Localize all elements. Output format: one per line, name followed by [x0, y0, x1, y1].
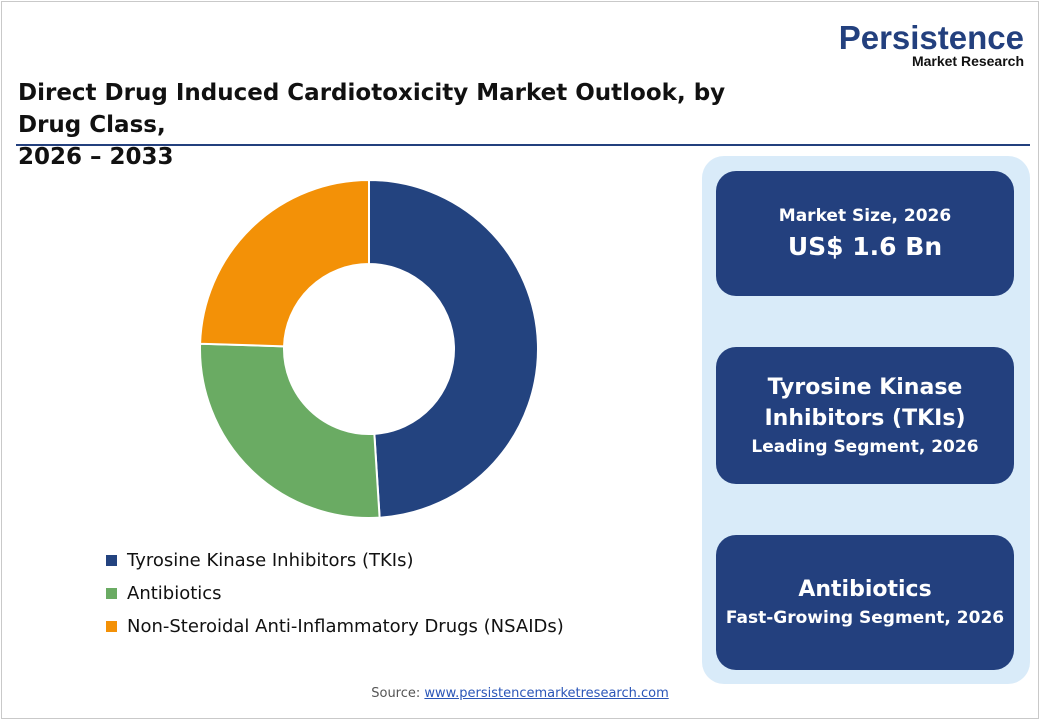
legend-item-nsaids: Non-Steroidal Anti-Inflammatory Drugs (N… — [106, 610, 564, 643]
title-line-2: 2026 – 2033 — [18, 144, 174, 170]
legend-label: Non-Steroidal Anti-Inflammatory Drugs (N… — [127, 616, 564, 637]
slice-tkis — [368, 178, 540, 519]
title-divider — [16, 144, 1030, 146]
title-line-1: Direct Drug Induced Cardiotoxicity Marke… — [18, 80, 726, 138]
logo-main: Persistence — [838, 19, 1024, 56]
legend-item-tkis: Tyrosine Kinase Inhibitors (TKIs) — [106, 544, 564, 577]
legend-swatch — [106, 555, 117, 566]
fast-growing-name: Antibiotics — [798, 577, 932, 602]
legend-swatch — [106, 588, 117, 599]
market-size-card: Market Size, 2026 US$ 1.6 Bn — [716, 171, 1014, 296]
source-link[interactable]: www.persistencemarketresearch.com — [424, 686, 669, 701]
leading-segment-name-2: Inhibitors (TKIs) — [764, 405, 966, 431]
logo-sub: Market Research — [911, 53, 1024, 69]
legend-item-antibiotics: Antibiotics — [106, 577, 564, 610]
logo: Persistence Market Research — [816, 19, 1024, 69]
legend: Tyrosine Kinase Inhibitors (TKIs) Antibi… — [106, 544, 564, 643]
source: Source: www.persistencemarketresearch.co… — [0, 686, 1040, 701]
source-label: Source: — [371, 686, 421, 701]
leading-segment-name-1: Tyrosine Kinase — [767, 374, 963, 400]
donut-chart — [199, 178, 540, 519]
slice-nsaids — [199, 178, 370, 348]
legend-swatch — [106, 621, 117, 632]
legend-label: Antibiotics — [127, 583, 222, 604]
legend-label: Tyrosine Kinase Inhibitors (TKIs) — [127, 550, 414, 571]
fast-growing-label: Fast-Growing Segment, 2026 — [725, 608, 1005, 628]
market-size-value: US$ 1.6 Bn — [787, 231, 943, 261]
fast-growing-card: Antibiotics Fast-Growing Segment, 2026 — [716, 535, 1014, 670]
leading-segment-card: Tyrosine Kinase Inhibitors (TKIs) Leadin… — [716, 347, 1014, 484]
leading-segment-label: Leading Segment, 2026 — [751, 436, 979, 457]
page-title: Direct Drug Induced Cardiotoxicity Marke… — [18, 77, 738, 173]
market-size-label: Market Size, 2026 — [778, 205, 952, 226]
slice-antibiotics — [199, 342, 381, 519]
